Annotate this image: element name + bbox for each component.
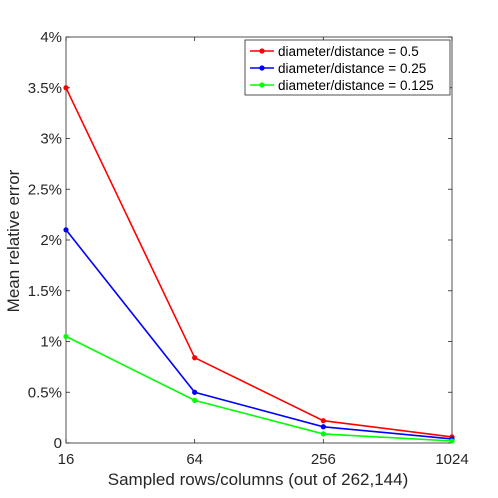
y-tick-label: 1.5% — [28, 283, 62, 300]
legend-entry: diameter/distance = 0.25 — [250, 61, 426, 76]
x-tick-label: 16 — [58, 451, 75, 468]
series-3 — [63, 333, 455, 444]
y-tick-label: 3.5% — [28, 80, 62, 97]
legend-marker — [259, 82, 265, 88]
y-tick-label: 1% — [40, 334, 62, 351]
legend-marker — [259, 65, 265, 71]
y-tick-label: 2% — [40, 232, 62, 249]
data-point — [63, 333, 69, 340]
legend-box — [244, 39, 451, 96]
x-tick-label: 256 — [311, 451, 336, 468]
y-tick-label: 0.5% — [28, 384, 62, 401]
y-tick-label: 4% — [40, 29, 62, 46]
legend-entry: diameter/distance = 0.125 — [250, 78, 434, 93]
series-layer — [63, 85, 455, 444]
plot-area — [65, 36, 453, 444]
x-tick-label: 64 — [186, 451, 203, 468]
legend-label: diameter/distance = 0.5 — [278, 44, 419, 59]
series-line — [65, 229, 453, 440]
data-point — [63, 227, 69, 233]
series-line — [65, 335, 453, 442]
axes-box — [65, 36, 453, 444]
legend-entry: diameter/distance = 0.5 — [250, 44, 419, 59]
legend-label: diameter/distance = 0.125 — [278, 78, 434, 93]
data-point — [192, 397, 198, 403]
series-line — [65, 87, 453, 438]
y-tick-label: 3% — [40, 131, 62, 148]
data-point — [192, 355, 198, 361]
data-point — [449, 438, 455, 444]
legend-label: diameter/distance = 0.25 — [278, 61, 426, 76]
legend-marker — [259, 48, 265, 54]
data-point — [320, 424, 326, 430]
data-point — [320, 418, 326, 424]
data-point — [63, 85, 69, 91]
x-axis-title: Sampled rows/columns (out of 262,144) — [108, 470, 409, 489]
y-tick-label: 2.5% — [28, 181, 62, 198]
legend: diameter/distance = 0.5 diameter/distance… — [244, 39, 451, 96]
data-point — [320, 431, 326, 437]
data-point — [192, 389, 198, 395]
x-tick-label: 1024 — [435, 451, 468, 468]
y-tick-label: 0 — [54, 435, 62, 452]
y-axis-title: Mean relative error — [4, 169, 23, 312]
y-axis: 0 0.5% 1% 1.5% 2% 2.5% 3% 3.5% 4% — [28, 29, 452, 452]
x-axis: 16 64 256 1024 — [58, 37, 469, 468]
